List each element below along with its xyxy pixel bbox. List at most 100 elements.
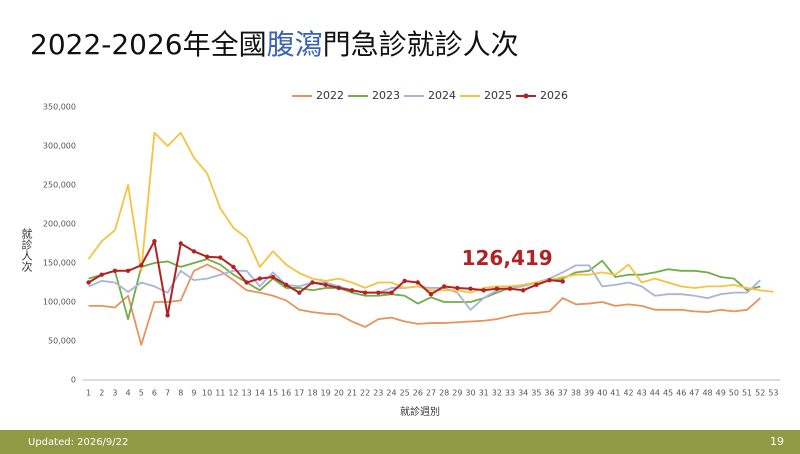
x-tick-label: 13 [242, 389, 252, 398]
x-tick-label: 52 [755, 389, 765, 398]
x-tick-label: 24 [386, 389, 396, 398]
series-marker [520, 288, 526, 293]
x-tick-label: 7 [165, 389, 170, 398]
title-part: 門急診就診人次 [323, 28, 519, 61]
y-axis-label: 就診人次 [20, 227, 33, 273]
series-marker [191, 249, 197, 254]
footer-updated: Updated: 2026/9/22 [28, 437, 128, 448]
annotation: 126,419 [462, 246, 553, 270]
series-marker [257, 276, 262, 281]
x-tick-label: 25 [400, 389, 410, 398]
series-marker [336, 285, 342, 291]
x-tick-label: 4 [126, 389, 131, 398]
series-marker [323, 282, 328, 288]
series-marker [441, 284, 447, 289]
x-tick-label: 53 [768, 389, 778, 398]
x-tick-label: 31 [479, 389, 489, 398]
x-tick-label: 28 [439, 389, 449, 398]
series-marker [125, 268, 131, 273]
x-axis-label: 就診週別 [400, 405, 440, 418]
y-tick-label: 0 [71, 376, 76, 385]
series-marker [481, 288, 486, 293]
x-tick-label: 45 [663, 389, 673, 398]
x-tick-label: 1 [86, 389, 91, 398]
series-marker [270, 274, 276, 280]
series-marker [362, 290, 368, 295]
x-tick-label: 23 [373, 389, 383, 398]
series-marker [415, 280, 421, 285]
x-tick-label: 22 [360, 389, 370, 398]
series-marker [99, 272, 104, 277]
x-tick-label: 17 [294, 389, 304, 398]
series-marker [297, 290, 302, 295]
x-tick-label: 12 [228, 389, 238, 398]
series-marker [139, 263, 144, 268]
series-marker [86, 280, 91, 285]
x-tick-label: 9 [191, 389, 196, 398]
x-tick-label: 41 [610, 389, 620, 398]
series-marker [468, 286, 473, 291]
legend-label: 2025 [484, 89, 512, 102]
y-tick-label: 350,000 [43, 103, 76, 112]
x-tick-label: 36 [544, 389, 554, 398]
x-tick-label: 27 [426, 389, 436, 398]
legend-label: 2024 [428, 89, 456, 102]
x-tick-label: 32 [492, 389, 502, 398]
x-tick-label: 51 [742, 389, 752, 398]
x-tick-label: 6 [152, 389, 157, 398]
series-line [88, 258, 761, 321]
x-tick-label: 50 [729, 389, 739, 398]
x-tick-label: 47 [689, 389, 699, 398]
x-tick-label: 30 [465, 389, 475, 398]
x-tick-label: 16 [281, 389, 291, 398]
series-marker [547, 277, 552, 283]
x-tick-label: 44 [650, 389, 660, 398]
chart-title: 2022-2026年全國腹瀉門急診就診人次 [30, 28, 519, 61]
x-tick-label: 14 [255, 389, 265, 398]
legend-label: 2026 [540, 89, 568, 102]
title-part: 2022-2026年全國 [30, 28, 267, 61]
series-marker [204, 254, 210, 259]
series-marker [244, 280, 249, 285]
y-tick-label: 300,000 [43, 142, 76, 151]
series-marker [231, 264, 236, 270]
y-tick-label: 100,000 [43, 298, 76, 307]
legend-label: 2023 [372, 89, 400, 102]
x-tick-label: 3 [112, 389, 117, 398]
series-marker [310, 280, 315, 285]
series-marker [494, 286, 500, 291]
legend-label: 2022 [316, 89, 344, 102]
x-tick-label: 33 [505, 389, 515, 398]
series-line [87, 131, 774, 294]
x-tick-label: 35 [531, 389, 541, 398]
series-marker [178, 241, 183, 246]
x-tick-label: 18 [307, 389, 317, 398]
x-tick-label: 20 [334, 389, 344, 398]
x-tick-label: 10 [202, 389, 212, 398]
y-tick-label: 150,000 [43, 259, 76, 268]
series-marker [389, 290, 394, 295]
y-tick-label: 250,000 [43, 181, 76, 190]
series-marker [165, 313, 170, 318]
y-tick-label: 50,000 [48, 337, 76, 346]
series-marker [507, 286, 513, 291]
series-marker [376, 290, 381, 295]
series-marker [218, 255, 223, 260]
x-tick-label: 21 [347, 389, 357, 398]
footer-bar [0, 430, 800, 454]
x-tick-label: 42 [623, 389, 633, 398]
x-tick-label: 38 [571, 389, 581, 398]
title-part: 腹瀉 [267, 28, 323, 61]
x-tick-label: 49 [716, 389, 726, 398]
legend-marker [523, 93, 529, 99]
series-marker [349, 288, 355, 293]
x-tick-label: 34 [518, 389, 528, 398]
series-line [88, 263, 761, 346]
series-marker [560, 279, 565, 284]
x-tick-label: 8 [178, 389, 183, 398]
series-marker [402, 278, 407, 284]
x-tick-label: 15 [268, 389, 278, 398]
x-tick-label: 46 [676, 389, 686, 398]
x-tick-label: 26 [413, 389, 423, 398]
